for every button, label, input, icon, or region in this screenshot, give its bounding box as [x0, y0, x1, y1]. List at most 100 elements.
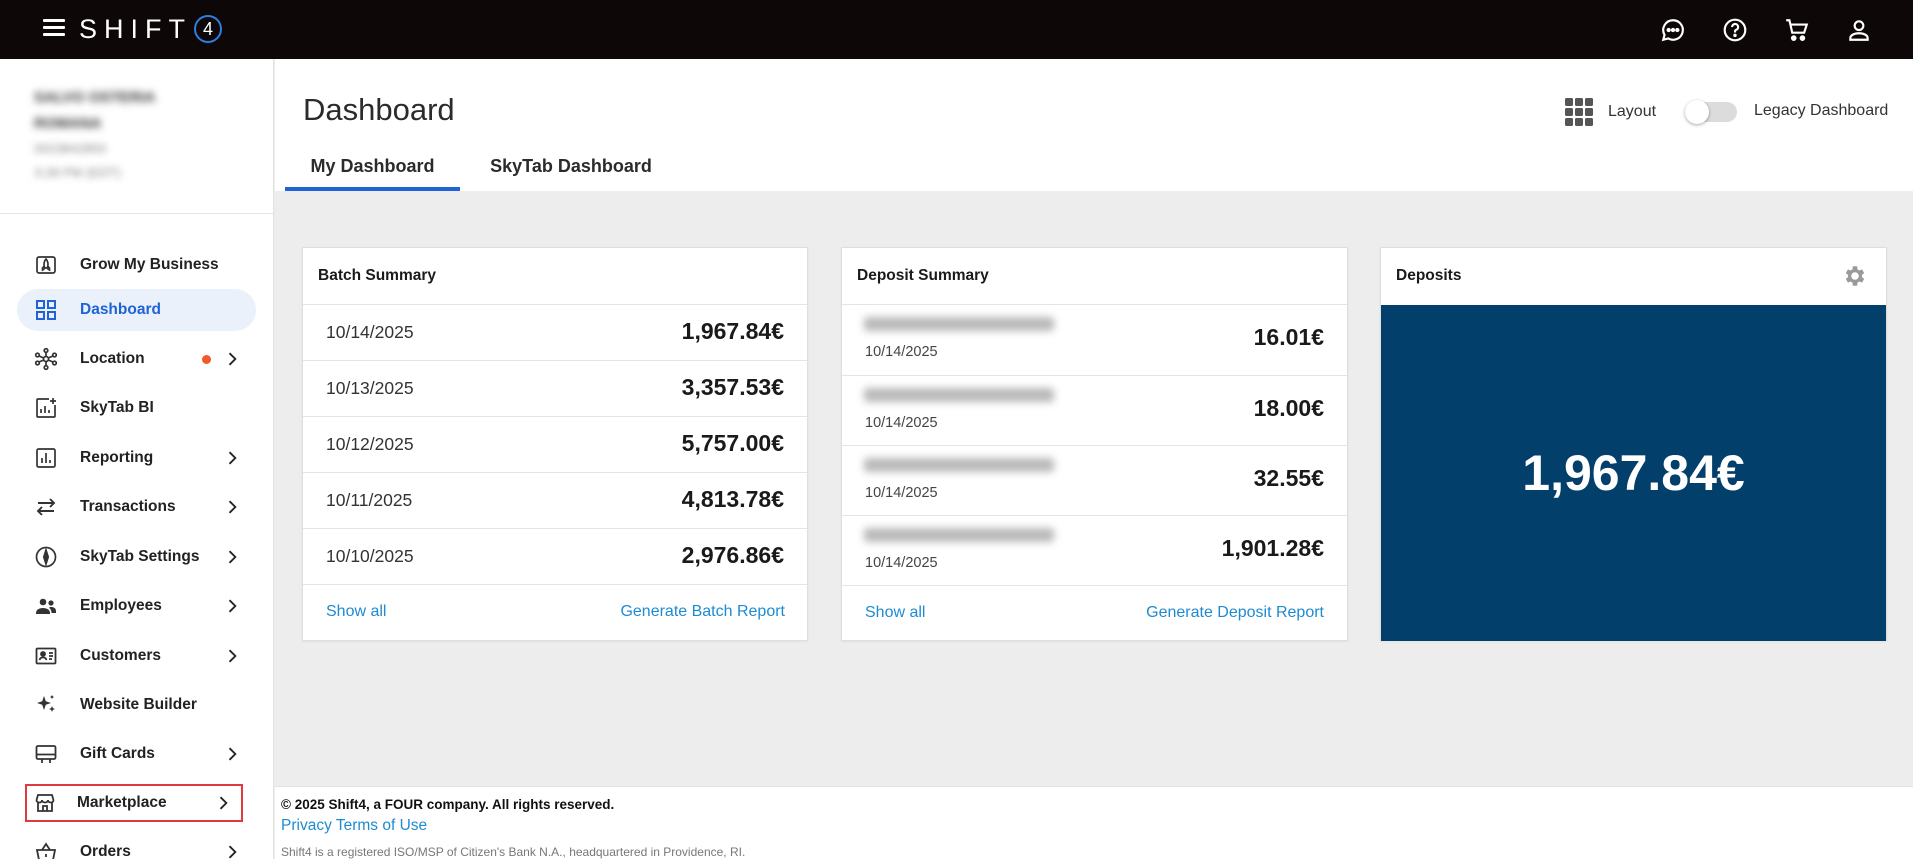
sidebar-item-marketplace[interactable]: Marketplace — [25, 784, 243, 822]
card-title: Batch Summary — [318, 267, 437, 284]
row-divider — [303, 416, 807, 417]
hamburger-menu-icon[interactable] — [43, 19, 65, 37]
sidebar-divider — [0, 213, 273, 214]
gift-card-icon — [35, 745, 57, 763]
chevron-right-icon — [228, 649, 237, 663]
batch-date: 10/11/2025 — [326, 490, 413, 510]
help-icon[interactable] — [1719, 14, 1751, 46]
deposit-amount: 1,901.28€ — [1221, 535, 1324, 561]
id-card-icon — [35, 647, 57, 665]
card-title: Deposits — [1396, 267, 1462, 284]
sidebar-item-reporting[interactable]: Reporting — [17, 437, 256, 479]
generate-batch-report-link[interactable]: Generate Batch Report — [620, 603, 785, 620]
compass-icon — [35, 546, 57, 568]
bar-chart-icon — [36, 448, 56, 468]
logo-badge: 4 — [194, 15, 222, 43]
chevron-right-icon — [228, 352, 237, 366]
batch-summary-card: Batch Summary 10/14/2025 1,967.84€ 10/13… — [302, 247, 808, 641]
tab-my-dashboard[interactable]: My Dashboard — [285, 156, 460, 191]
people-icon — [36, 598, 56, 614]
tab-skytab-dashboard[interactable]: SkyTab Dashboard — [490, 156, 652, 176]
sidebar-item-label: Orders — [80, 843, 131, 859]
sidebar-item-label: Reporting — [80, 449, 154, 466]
sidebar-item-website-builder[interactable]: Website Builder — [17, 684, 256, 726]
card-title: Deposit Summary — [857, 267, 989, 284]
sidebar-item-skytab-bi[interactable]: SkyTab BI — [17, 387, 256, 429]
row-divider — [303, 584, 807, 585]
account-number-redacted — [864, 528, 1054, 542]
table-row: 10/11/2025 4,813.78€ — [303, 473, 807, 529]
sidebar-item-grow-my-business[interactable]: Grow My Business — [17, 244, 256, 286]
merchant-name-line1: SALVO OSTERIA — [34, 89, 156, 106]
store-icon — [35, 794, 55, 812]
sidebar-item-location[interactable]: Location — [17, 338, 256, 380]
privacy-link[interactable]: Privacy — [281, 817, 332, 834]
chevron-right-icon — [228, 451, 237, 465]
deposit-date: 10/14/2025 — [865, 344, 938, 360]
table-row: 10/14/2025 1,901.28€ — [842, 516, 1347, 586]
legacy-dashboard-toggle[interactable] — [1685, 100, 1737, 124]
account-number-redacted — [864, 388, 1054, 402]
deposit-total-amount: 1,967.84€ — [1522, 445, 1745, 501]
chevron-right-icon — [228, 747, 237, 761]
sidebar-item-label: SkyTab Settings — [80, 548, 200, 565]
deposit-date: 10/14/2025 — [865, 485, 938, 501]
sidebar-item-label: Website Builder — [80, 696, 197, 713]
sidebar-item-skytab-settings[interactable]: SkyTab Settings — [17, 536, 256, 578]
table-row: 10/13/2025 3,357.53€ — [303, 361, 807, 417]
batch-date: 10/14/2025 — [326, 322, 414, 342]
shift4-logo[interactable]: SHIFT 4 — [79, 13, 222, 45]
account-number-redacted — [864, 317, 1054, 331]
sidebar-item-transactions[interactable]: Transactions — [17, 486, 256, 528]
footer: © 2025 Shift4, a FOUR company. All right… — [275, 786, 1913, 859]
merchant-id: 0023842850 — [34, 141, 107, 156]
rocket-icon — [36, 256, 56, 274]
merchant-info: SALVO OSTERIA ROMANA 0023842850 3:28 PM … — [34, 85, 234, 185]
top-bar: SHIFT 4 — [0, 0, 1913, 59]
batch-date: 10/13/2025 — [326, 378, 414, 398]
gear-icon[interactable] — [1842, 263, 1868, 289]
deposit-amount: 18.00€ — [1253, 395, 1324, 421]
deposits-card: Deposits 1,967.84€ — [1380, 247, 1887, 641]
cart-icon[interactable] — [1781, 14, 1813, 46]
swap-arrows-icon — [36, 498, 56, 516]
generate-deposit-report-link[interactable]: Generate Deposit Report — [1146, 604, 1324, 621]
chevron-right-icon — [228, 550, 237, 564]
sidebar-item-gift-cards[interactable]: Gift Cards — [17, 733, 256, 775]
row-divider — [842, 585, 1347, 586]
batch-amount: 4,813.78€ — [681, 486, 784, 512]
grid-icon — [1565, 98, 1593, 126]
layout-button[interactable]: Layout — [1565, 98, 1656, 126]
row-divider — [303, 360, 807, 361]
dashboard-grid-icon — [36, 300, 56, 320]
footer-links: Privacy Terms of Use — [281, 817, 427, 835]
main-header: Dashboard Layout Legacy Dashboard My Das… — [275, 59, 1913, 191]
batch-amount: 3,357.53€ — [681, 374, 784, 400]
terms-of-use-link[interactable]: Terms of Use — [335, 817, 428, 834]
table-row: 10/14/2025 18.00€ — [842, 376, 1347, 446]
sidebar-item-employees[interactable]: Employees — [17, 585, 256, 627]
toggle-knob — [1685, 100, 1709, 124]
sidebar-item-orders[interactable]: Orders — [17, 831, 256, 859]
batch-amount: 1,967.84€ — [681, 318, 784, 344]
sparkle-icon — [37, 695, 55, 712]
sidebar-item-dashboard[interactable]: Dashboard — [17, 289, 256, 331]
batch-amount: 5,757.00€ — [681, 430, 784, 456]
chat-icon[interactable] — [1657, 14, 1689, 46]
page-title: Dashboard — [303, 92, 455, 127]
notification-dot — [202, 355, 211, 364]
chevron-right-icon — [228, 845, 237, 859]
sidebar-item-label: Location — [80, 350, 145, 367]
row-divider — [303, 304, 807, 305]
sidebar-item-customers[interactable]: Customers — [17, 635, 256, 677]
chevron-right-icon — [219, 796, 228, 810]
row-divider — [842, 304, 1347, 305]
table-row: 10/12/2025 5,757.00€ — [303, 417, 807, 473]
batch-show-all-link[interactable]: Show all — [326, 603, 387, 620]
account-icon[interactable] — [1843, 14, 1875, 46]
merchant-time: 3:28 PM (EDT) — [34, 165, 121, 180]
table-row: 10/10/2025 2,976.86€ — [303, 529, 807, 585]
logo-text: SHIFT — [79, 13, 192, 44]
deposit-show-all-link[interactable]: Show all — [865, 604, 926, 621]
deposit-date: 10/14/2025 — [865, 555, 938, 571]
